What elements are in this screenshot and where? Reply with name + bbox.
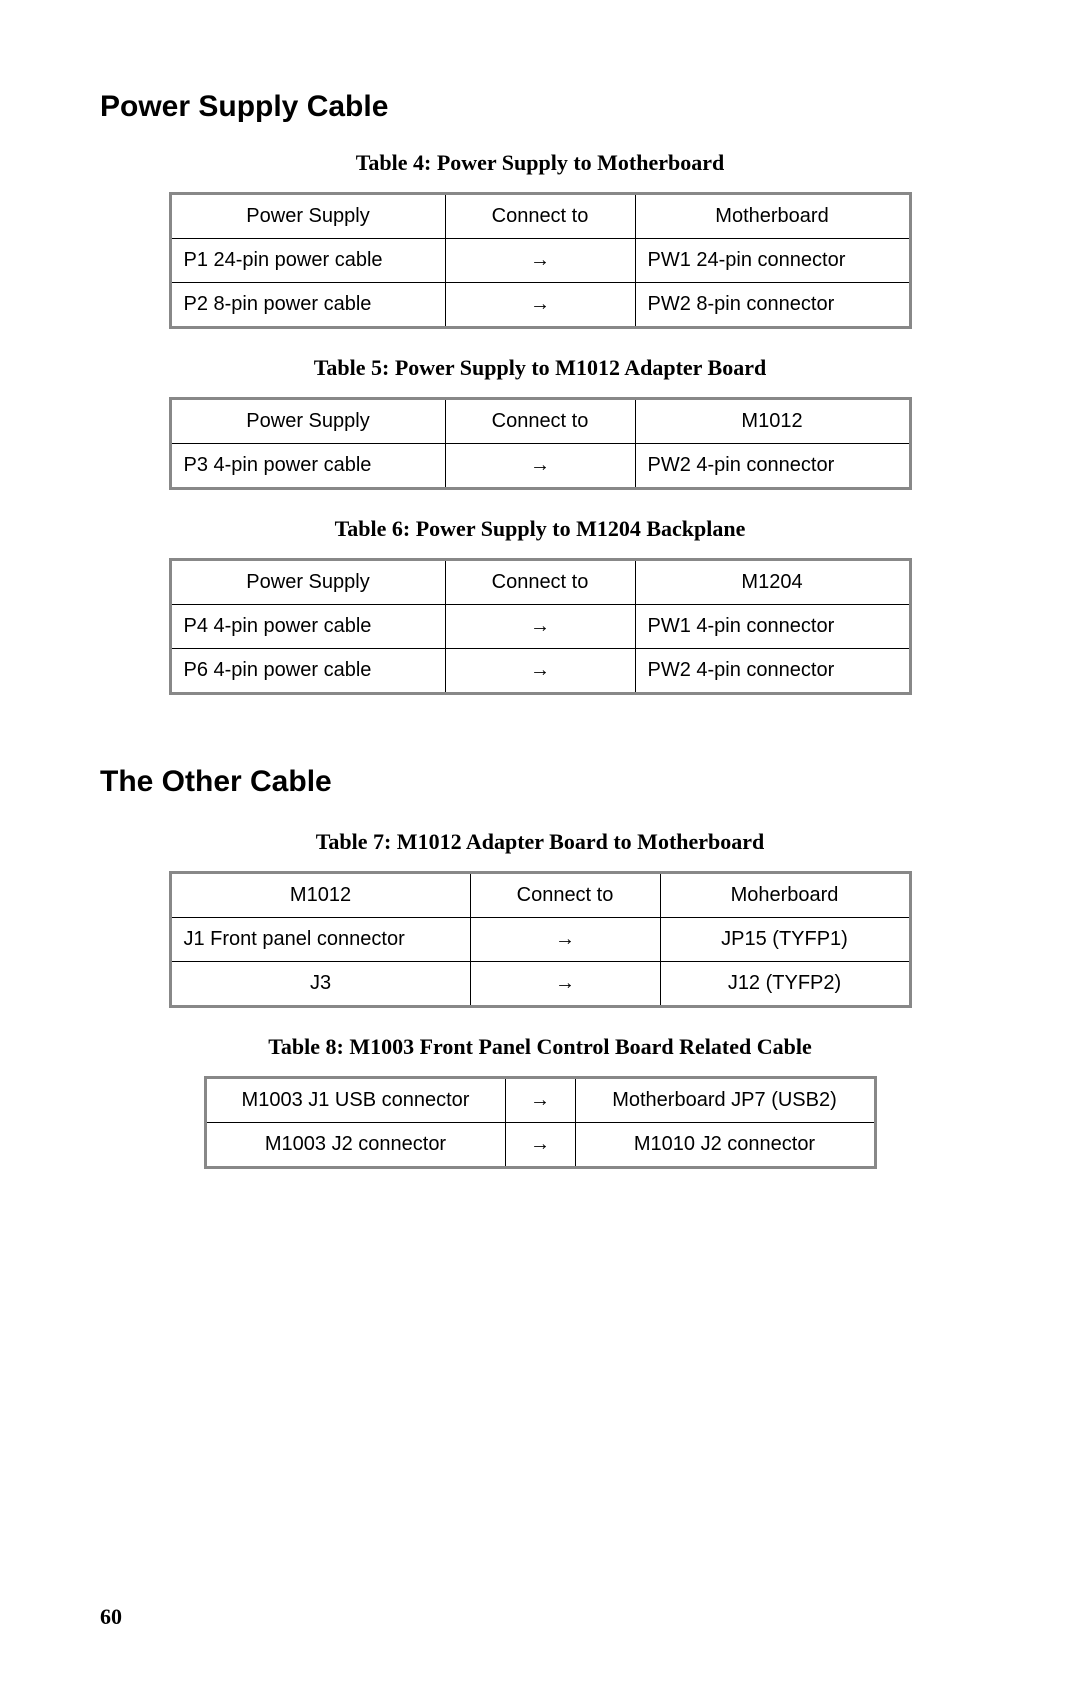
table8-r1c3: Motherboard JP7 (USB2) bbox=[575, 1078, 875, 1123]
table-row: J1 Front panel connector → JP15 (TYFP1) bbox=[170, 918, 910, 962]
table-row: P1 24-pin power cable → PW1 24-pin conne… bbox=[170, 239, 910, 283]
table-row: M1003 J1 USB connector → Motherboard JP7… bbox=[205, 1078, 875, 1123]
table-row: M1003 J2 connector → M1010 J2 connector bbox=[205, 1123, 875, 1168]
table5-r1c1: P3 4-pin power cable bbox=[170, 444, 445, 489]
table-row: M1012 Connect to Moherboard bbox=[170, 873, 910, 918]
section-heading-power-supply: Power Supply Cable bbox=[100, 90, 980, 124]
table6-r2c1: P6 4-pin power cable bbox=[170, 649, 445, 694]
table5-h1: Power Supply bbox=[170, 399, 445, 444]
table-row: Power Supply Connect to M1204 bbox=[170, 560, 910, 605]
table4-r1c3: PW1 24-pin connector bbox=[635, 239, 910, 283]
table8-r1c1: M1003 J1 USB connector bbox=[205, 1078, 505, 1123]
table4-h1: Power Supply bbox=[170, 194, 445, 239]
arrow-icon: → bbox=[445, 239, 635, 283]
table4-r2c1: P2 8-pin power cable bbox=[170, 283, 445, 328]
table7-r1c1: J1 Front panel connector bbox=[170, 918, 470, 962]
table7-r2c1: J3 bbox=[170, 962, 470, 1007]
arrow-icon: → bbox=[470, 918, 660, 962]
table8: M1003 J1 USB connector → Motherboard JP7… bbox=[204, 1076, 877, 1169]
arrow-icon: → bbox=[470, 962, 660, 1007]
table7-caption: Table 7: M1012 Adapter Board to Motherbo… bbox=[100, 829, 980, 855]
table-row: J3 → J12 (TYFP2) bbox=[170, 962, 910, 1007]
page-number: 60 bbox=[100, 1604, 122, 1630]
table4: Power Supply Connect to Motherboard P1 2… bbox=[169, 192, 912, 329]
table5-h3: M1012 bbox=[635, 399, 910, 444]
table-row: P6 4-pin power cable → PW2 4-pin connect… bbox=[170, 649, 910, 694]
table6-h2: Connect to bbox=[445, 560, 635, 605]
table7: M1012 Connect to Moherboard J1 Front pan… bbox=[169, 871, 912, 1008]
table7-r2c3: J12 (TYFP2) bbox=[660, 962, 910, 1007]
table5-caption: Table 5: Power Supply to M1012 Adapter B… bbox=[100, 355, 980, 381]
table7-r1c3: JP15 (TYFP1) bbox=[660, 918, 910, 962]
table7-h2: Connect to bbox=[470, 873, 660, 918]
table-row: Power Supply Connect to M1012 bbox=[170, 399, 910, 444]
section-heading-other-cable: The Other Cable bbox=[100, 765, 980, 799]
table-row: Power Supply Connect to Motherboard bbox=[170, 194, 910, 239]
arrow-icon: → bbox=[445, 605, 635, 649]
table6-r2c3: PW2 4-pin connector bbox=[635, 649, 910, 694]
table6-h3: M1204 bbox=[635, 560, 910, 605]
table4-h2: Connect to bbox=[445, 194, 635, 239]
table5-h2: Connect to bbox=[445, 399, 635, 444]
table-row: P2 8-pin power cable → PW2 8-pin connect… bbox=[170, 283, 910, 328]
table6-r1c3: PW1 4-pin connector bbox=[635, 605, 910, 649]
table4-r2c3: PW2 8-pin connector bbox=[635, 283, 910, 328]
table6-h1: Power Supply bbox=[170, 560, 445, 605]
arrow-icon: → bbox=[445, 283, 635, 328]
table8-r2c1: M1003 J2 connector bbox=[205, 1123, 505, 1168]
table6: Power Supply Connect to M1204 P4 4-pin p… bbox=[169, 558, 912, 695]
arrow-icon: → bbox=[445, 649, 635, 694]
table4-h3: Motherboard bbox=[635, 194, 910, 239]
table7-h3: Moherboard bbox=[660, 873, 910, 918]
table4-r1c1: P1 24-pin power cable bbox=[170, 239, 445, 283]
arrow-icon: → bbox=[505, 1123, 575, 1168]
table-row: P4 4-pin power cable → PW1 4-pin connect… bbox=[170, 605, 910, 649]
table8-r2c3: M1010 J2 connector bbox=[575, 1123, 875, 1168]
table7-h1: M1012 bbox=[170, 873, 470, 918]
table-row: P3 4-pin power cable → PW2 4-pin connect… bbox=[170, 444, 910, 489]
table6-caption: Table 6: Power Supply to M1204 Backplane bbox=[100, 516, 980, 542]
table5-r1c3: PW2 4-pin connector bbox=[635, 444, 910, 489]
table5: Power Supply Connect to M1012 P3 4-pin p… bbox=[169, 397, 912, 490]
arrow-icon: → bbox=[505, 1078, 575, 1123]
table8-caption: Table 8: M1003 Front Panel Control Board… bbox=[100, 1034, 980, 1060]
arrow-icon: → bbox=[445, 444, 635, 489]
table6-r1c1: P4 4-pin power cable bbox=[170, 605, 445, 649]
table4-caption: Table 4: Power Supply to Motherboard bbox=[100, 150, 980, 176]
